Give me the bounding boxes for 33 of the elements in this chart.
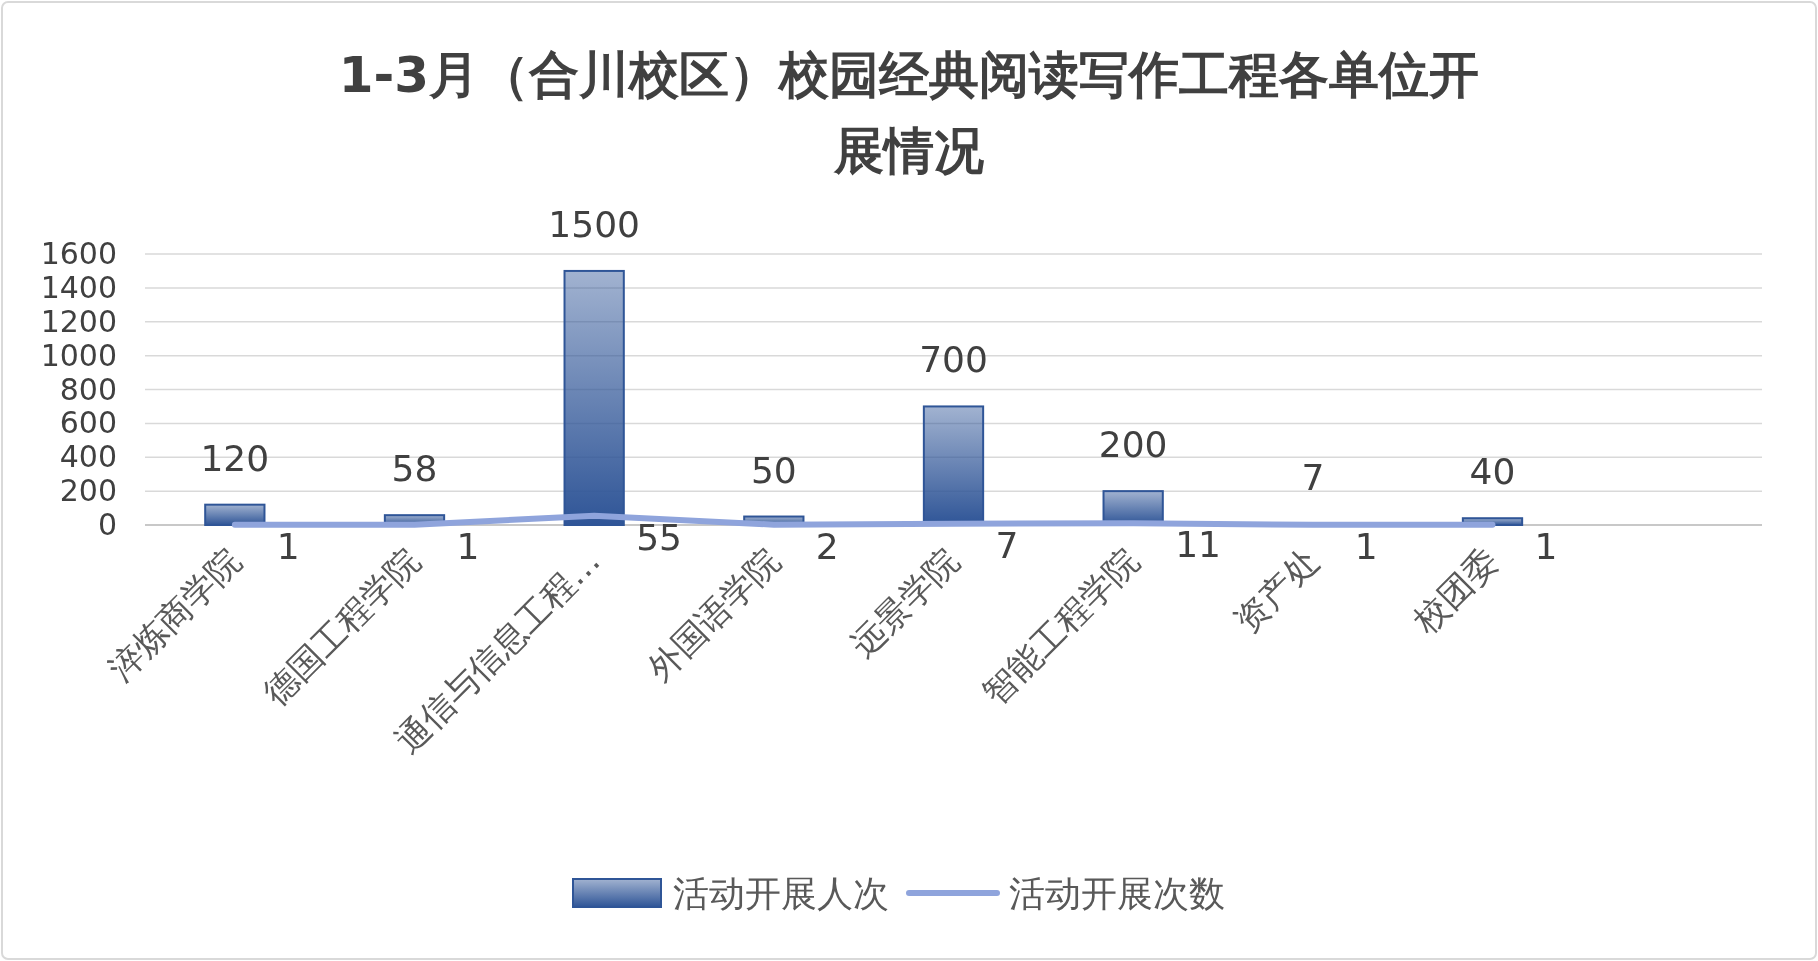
- y-tick-label: 1400: [40, 269, 117, 305]
- data-label: 2: [815, 525, 839, 567]
- data-label: 40: [1469, 451, 1516, 493]
- y-tick-label: 600: [59, 405, 117, 441]
- data-label: 7: [995, 524, 1019, 566]
- legend-label: 活动开展人次: [673, 873, 889, 914]
- y-tick-label: 1600: [40, 236, 117, 271]
- data-label: 120: [200, 437, 270, 479]
- data-label: 11: [1175, 524, 1221, 566]
- data-label: 50: [750, 449, 797, 491]
- y-tick-label: 200: [59, 473, 117, 509]
- x-tick-label: 校团委: [1405, 540, 1507, 642]
- y-tick-label: 400: [59, 439, 117, 475]
- data-label: 1: [1354, 525, 1378, 567]
- data-label: 1: [1534, 525, 1558, 567]
- legend-label: 活动开展次数: [1009, 873, 1225, 914]
- bar: [563, 269, 625, 526]
- data-label: 55: [636, 516, 682, 558]
- x-tick-label: 远景学院: [842, 540, 968, 665]
- data-label: 1500: [548, 203, 640, 245]
- x-tick-label: 淬炼商学院: [100, 540, 249, 689]
- data-label: 7: [1301, 456, 1325, 498]
- y-tick-label: 800: [59, 371, 117, 407]
- data-label: 58: [391, 448, 438, 490]
- data-label: 1: [456, 525, 480, 567]
- chart-title: 1-3月（合川校区）校园经典阅读写作工程各单位开展情况: [338, 46, 1480, 180]
- y-tick-label: 1200: [40, 303, 117, 339]
- x-tick-label: 资产处: [1226, 540, 1327, 641]
- data-label: 700: [919, 339, 988, 381]
- data-label: 1: [276, 525, 300, 567]
- y-tick-label: 1000: [40, 337, 117, 373]
- y-tick-label: 0: [97, 507, 117, 542]
- data-label: 200: [1098, 424, 1168, 466]
